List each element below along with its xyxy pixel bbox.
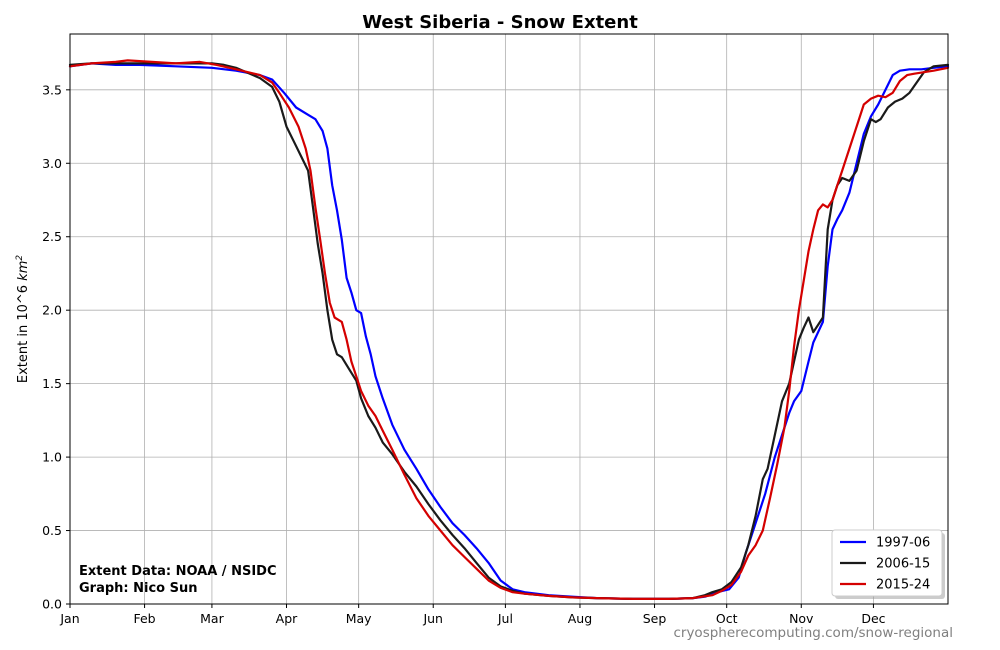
y-axis: 0.0 0.5 1.0 1.5 2.0 2.5 3.0 3.5 <box>42 82 70 612</box>
credit-data: Extent Data: NOAA / NSIDC <box>79 564 276 579</box>
series-line-1997-06 <box>68 62 950 600</box>
y-axis-label: Extent in 10^6 km2 <box>15 255 31 384</box>
legend: 1997-06 2006-15 2015-24 <box>831 529 945 599</box>
y-tick-label: 2.0 <box>42 303 62 318</box>
y-tick-label: 0.0 <box>42 597 62 612</box>
x-tick-label: May <box>346 611 372 626</box>
y-tick-label: 3.0 <box>42 156 62 171</box>
series-lines <box>68 59 950 600</box>
x-tick-label: Aug <box>568 611 592 626</box>
series-line-2006-15 <box>68 62 950 600</box>
y-tick-label: 3.5 <box>42 82 62 97</box>
x-tick-label: Mar <box>200 611 224 626</box>
x-tick-label: Apr <box>276 611 298 626</box>
x-tick-label: Oct <box>716 611 738 626</box>
y-tick-label: 1.5 <box>42 376 62 391</box>
x-tick-label: Feb <box>133 611 155 626</box>
credit-graph: Graph: Nico Sun <box>79 581 198 596</box>
x-tick-label: Sep <box>643 611 667 626</box>
chart-title: West Siberia - Snow Extent <box>362 12 638 33</box>
grid-lines <box>69 34 948 605</box>
x-tick-label: Nov <box>789 611 814 626</box>
x-axis: Jan Feb Mar Apr May Jun Jul Aug Sep Oct Nov Dec <box>59 604 886 626</box>
plot-frame <box>69 33 949 605</box>
legend-label: 2006-15 <box>876 557 930 572</box>
x-tick-label: Jan <box>59 611 79 626</box>
y-tick-label: 1.0 <box>42 450 62 465</box>
legend-label: 1997-06 <box>876 536 930 551</box>
legend-label: 2015-24 <box>876 578 930 593</box>
legend-box <box>831 529 943 597</box>
series-line-2015-24 <box>68 59 950 600</box>
x-tick-label: Jun <box>422 611 443 626</box>
source-url: cryospherecomputing.com/snow-regional <box>673 625 953 641</box>
y-tick-label: 0.5 <box>42 523 62 538</box>
x-tick-label: Jul <box>497 611 513 626</box>
y-tick-label: 2.5 <box>42 229 62 244</box>
x-tick-label: Dec <box>861 611 885 626</box>
